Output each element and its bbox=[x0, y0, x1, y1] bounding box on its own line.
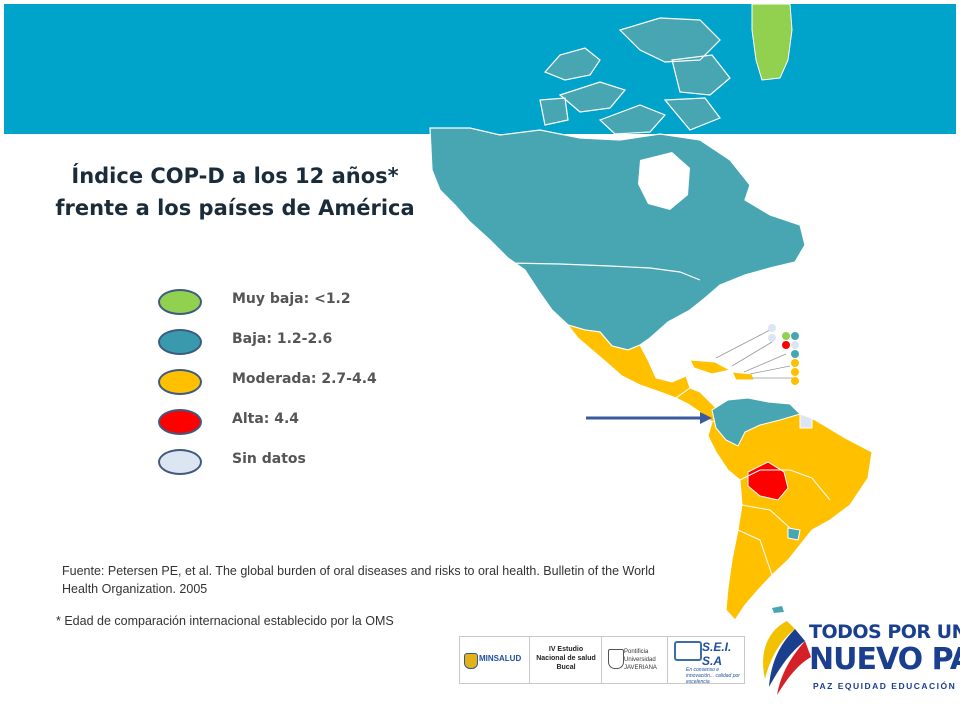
partner-logos: MINSALUD IV Estudio Nacional de salud Bu… bbox=[459, 636, 745, 685]
footnote: * Edad de comparación internacional esta… bbox=[56, 614, 394, 628]
javeriana-crest-icon bbox=[608, 649, 624, 669]
region-colombia bbox=[711, 397, 801, 447]
sei-logo: S.E.I. S.A En consenso e innovación... c… bbox=[668, 637, 744, 685]
legend-swatch-moderate bbox=[158, 369, 202, 395]
hudson-bay bbox=[638, 152, 690, 210]
region-uruguay bbox=[787, 527, 801, 541]
source-citation: Fuente: Petersen PE, et al. The global b… bbox=[62, 564, 655, 596]
estudio-text: IV Estudio Nacional de salud Bucal bbox=[536, 646, 596, 671]
region-caribbean bbox=[689, 359, 755, 381]
legend-label: Muy baja: <1.2 bbox=[232, 291, 351, 307]
legend-item-very-low: Muy baja: <1.2 bbox=[158, 286, 458, 326]
legend-swatch-low bbox=[158, 329, 202, 355]
minsalud-text: MINSALUD bbox=[479, 654, 522, 663]
legend-item-moderate: Moderada: 2.7-4.4 bbox=[158, 366, 458, 406]
minsalud-logo: MINSALUD bbox=[460, 637, 530, 683]
estudio-logo: IV Estudio Nacional de salud Bucal bbox=[530, 637, 602, 683]
legend-label: Alta: 4.4 bbox=[232, 411, 300, 427]
sei-tagline: En consenso e innovación... calidad por … bbox=[686, 667, 740, 685]
brand-swoosh-icon bbox=[763, 621, 811, 695]
legend-swatch-no-data bbox=[158, 449, 202, 475]
caribbean-callouts bbox=[715, 329, 794, 379]
sei-text: S.E.I. S.A bbox=[702, 640, 732, 668]
legend-label: Sin datos bbox=[232, 451, 306, 467]
legend: Muy baja: <1.2 Baja: 1.2-2.6 Moderada: 2… bbox=[158, 286, 458, 486]
legend-item-no-data: Sin datos bbox=[158, 446, 458, 486]
border-us-canada bbox=[507, 262, 701, 281]
legend-swatch-high bbox=[158, 409, 202, 435]
caribbean-dots bbox=[768, 324, 799, 385]
javeriana-logo: Pontificia Universidad JAVERIANA bbox=[602, 637, 668, 683]
map-title: Índice COP-D a los 12 años* frente a los… bbox=[40, 160, 430, 224]
region-greenland bbox=[751, 3, 793, 81]
todos-por-un-nuevo-pais-logo: TODOS POR UN NUEVO PAÍS PAZ EQUIDAD EDUC… bbox=[757, 617, 960, 697]
region-mexico bbox=[566, 324, 691, 399]
region-guianas bbox=[799, 413, 813, 429]
legend-label: Baja: 1.2-2.6 bbox=[232, 331, 333, 347]
region-north-america bbox=[429, 127, 806, 351]
brand-line-2: NUEVO PAÍS bbox=[809, 642, 960, 677]
legend-swatch-very-low bbox=[158, 289, 202, 315]
brand-line-1: TODOS POR UN bbox=[809, 621, 960, 643]
colombia-arrow bbox=[586, 412, 712, 424]
legend-label: Moderada: 2.7-4.4 bbox=[232, 371, 377, 387]
title-line-2: frente a los países de América bbox=[55, 196, 415, 220]
region-arctic-islands bbox=[539, 17, 731, 135]
region-falklands bbox=[772, 606, 784, 613]
sei-mark-icon bbox=[674, 641, 702, 661]
brand-line-3: PAZ EQUIDAD EDUCACIÓN bbox=[813, 681, 957, 691]
title-line-1: Índice COP-D a los 12 años* bbox=[71, 164, 399, 188]
header-band bbox=[4, 4, 956, 134]
borders-south-america bbox=[737, 469, 831, 576]
javeriana-text: Pontificia Universidad JAVERIANA bbox=[624, 649, 657, 671]
legend-item-low: Baja: 1.2-2.6 bbox=[158, 326, 458, 366]
legend-item-high: Alta: 4.4 bbox=[158, 406, 458, 446]
colombia-shield-icon bbox=[464, 653, 478, 669]
